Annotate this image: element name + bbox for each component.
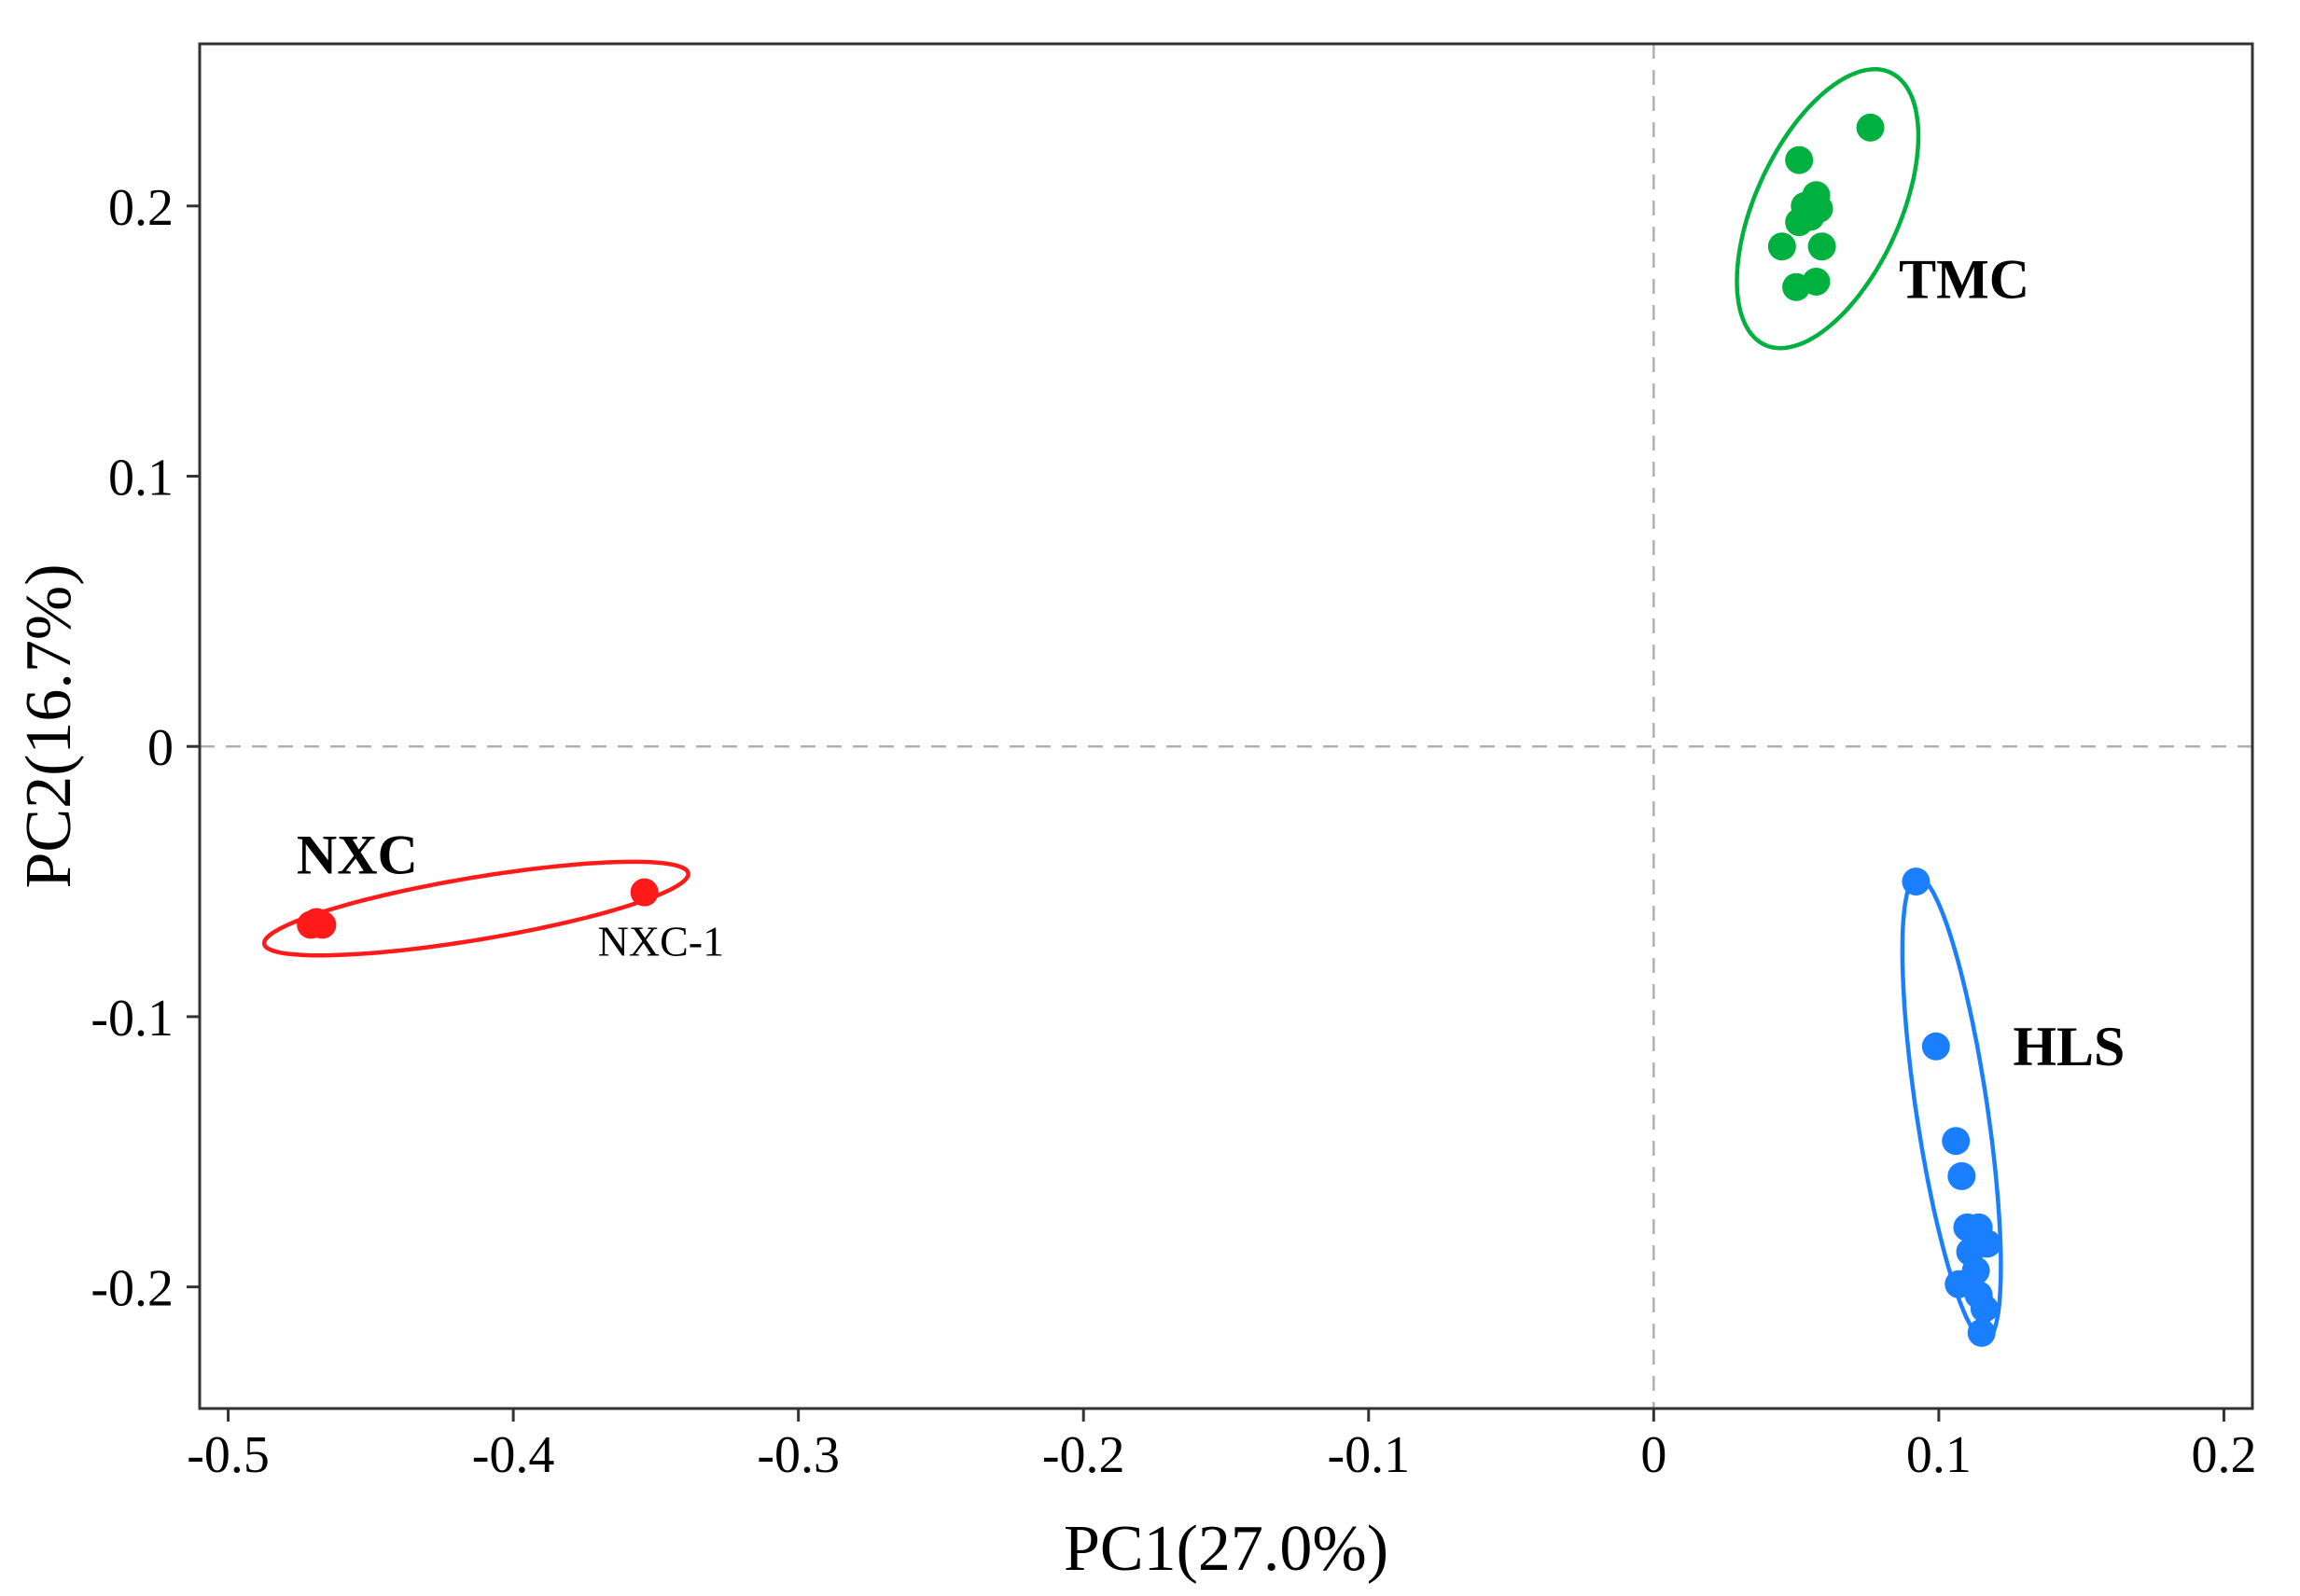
point-hls	[1947, 1161, 1976, 1190]
point-nxc	[630, 878, 659, 907]
point-tmc	[1767, 232, 1796, 261]
x-axis-title: PC1(27.0%)	[1064, 1513, 1388, 1585]
ellipse-nxc	[261, 859, 690, 958]
ellipse-tmc	[1735, 67, 1921, 351]
point-nxc	[302, 908, 331, 937]
y-tick-label: 0.1	[108, 450, 174, 507]
point-hls	[1970, 1294, 1999, 1323]
point-tmc	[1856, 113, 1885, 142]
plot-frame	[198, 42, 2254, 1410]
point-tmc	[1807, 232, 1836, 261]
x-tick-label: 0.2	[2191, 1426, 2256, 1484]
point-label: NXC-1	[598, 918, 724, 965]
x-tick-label: -0.1	[1327, 1426, 1410, 1484]
y-tick-label: 0.2	[108, 179, 174, 237]
y-axis-ticks: -0.2 -0.1 0 0.1 0.2	[91, 179, 200, 1318]
point-tmc	[1785, 146, 1814, 174]
x-tick-label: 0.1	[1906, 1426, 1972, 1484]
y-tick-label: 0	[147, 719, 174, 777]
x-tick-label: -0.2	[1042, 1426, 1125, 1484]
x-tick-label: -0.3	[757, 1426, 840, 1484]
group-label-nxc: NXC	[297, 824, 418, 885]
group-labels: NXC-1 TMC NXC HLS	[297, 248, 2126, 1077]
x-axis-ticks: -0.5 -0.4 -0.3 -0.2 -0.1 0 0.1 0.2	[187, 1409, 2256, 1484]
group-label-hls: HLS	[2013, 1016, 2125, 1077]
y-axis-title: PC2(16.7%)	[13, 563, 85, 888]
x-tick-label: -0.4	[472, 1426, 555, 1484]
y-tick-label: -0.2	[91, 1260, 174, 1318]
data-points	[297, 113, 2001, 1347]
x-tick-label: -0.5	[187, 1426, 270, 1484]
y-tick-label: -0.1	[91, 990, 174, 1048]
x-tick-label: 0	[1640, 1426, 1666, 1484]
point-hls	[1967, 1318, 1996, 1347]
point-tmc	[1785, 208, 1814, 237]
point-hls	[1921, 1032, 1950, 1061]
point-hls	[1942, 1127, 1971, 1156]
point-tmc	[1782, 272, 1811, 301]
group-label-tmc: TMC	[1899, 248, 2029, 310]
reference-lines	[200, 44, 2252, 1409]
point-hls	[1902, 867, 1931, 896]
